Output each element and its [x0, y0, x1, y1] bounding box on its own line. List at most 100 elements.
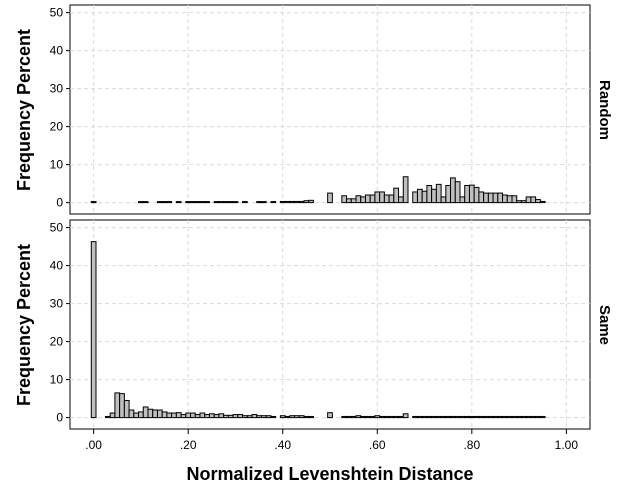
- histogram-bar: [473, 415, 480, 419]
- histogram-bar: [152, 409, 158, 419]
- y-tick-label: 20: [50, 120, 64, 134]
- x-tick-label: .40: [274, 438, 291, 452]
- histogram-bar: [393, 187, 400, 204]
- histogram-bar: [416, 188, 423, 204]
- histogram-bar: [355, 415, 362, 419]
- histogram-bar: [435, 183, 442, 204]
- histogram-bar: [208, 413, 215, 419]
- x-tick-label: .80: [463, 438, 480, 452]
- histogram-bar: [525, 415, 532, 419]
- histogram-bar: [279, 415, 286, 419]
- histogram-bar: [421, 415, 428, 419]
- y-tick-label: 40: [50, 44, 64, 58]
- panel-random: 0 10 20 30 40 50 Random: [50, 4, 613, 215]
- histogram-bar: [123, 400, 130, 419]
- histogram-bar: [459, 196, 466, 204]
- histogram-bar: [379, 415, 385, 419]
- y-tick-label: 10: [50, 373, 64, 387]
- panel-random-y-ticks: 0 10 20 30 40 50: [50, 6, 70, 210]
- histogram-bar: [426, 415, 433, 419]
- histogram-bar: [142, 201, 149, 204]
- histogram-bar: [213, 414, 220, 419]
- histogram-bar: [284, 200, 291, 204]
- histogram-bar: [232, 201, 239, 204]
- facet-label-same: Same: [596, 305, 613, 345]
- histogram-bar: [346, 198, 352, 204]
- histogram-bar: [213, 201, 220, 204]
- histogram-bar: [185, 201, 192, 204]
- histogram-bar: [161, 201, 168, 204]
- histogram-bar: [502, 415, 508, 419]
- panel-same-bars: [90, 241, 546, 419]
- x-axis-title: Normalized Levenshtein Distance: [186, 464, 473, 484]
- histogram-bar: [242, 415, 248, 419]
- histogram-bar: [199, 201, 206, 204]
- y-tick-label: 20: [50, 335, 64, 349]
- histogram-bar: [218, 413, 225, 419]
- histogram-bar: [104, 415, 111, 419]
- histogram-bar: [327, 412, 333, 419]
- histogram-bar: [402, 176, 409, 204]
- histogram-bar: [492, 192, 499, 204]
- histogram-bar: [516, 415, 522, 419]
- histogram-bar: [199, 412, 206, 419]
- histogram-bar: [492, 415, 499, 419]
- histogram-bar: [289, 200, 296, 204]
- histogram-bar: [511, 415, 518, 419]
- histogram-bar: [194, 414, 201, 419]
- histogram-bar: [487, 192, 494, 204]
- histogram-bar: [260, 415, 267, 419]
- histogram-bar: [360, 415, 366, 419]
- histogram-bar: [539, 415, 546, 419]
- histogram-bar: [279, 200, 286, 204]
- histogram-bar: [156, 409, 163, 419]
- histogram-bar: [142, 406, 149, 419]
- histogram-bar: [388, 415, 395, 419]
- histogram-bar: [119, 393, 125, 419]
- histogram-bar: [440, 196, 447, 204]
- histogram-bar: [478, 415, 485, 419]
- y-tick-label: 0: [56, 411, 63, 425]
- histogram-bar: [450, 177, 456, 204]
- histogram-bar: [511, 195, 518, 204]
- histogram-bar: [445, 415, 452, 419]
- y-tick-label: 0: [56, 196, 63, 210]
- histogram-bar: [398, 415, 404, 419]
- histogram-bar: [350, 415, 357, 419]
- histogram-bar: [242, 201, 248, 204]
- histogram-bar: [464, 415, 470, 419]
- panel-random-frame: [69, 4, 591, 215]
- histogram-bar: [303, 415, 310, 419]
- histogram-bar: [341, 415, 348, 419]
- histogram-bar: [483, 415, 489, 419]
- histogram-bar: [450, 415, 456, 419]
- x-tick-label: 1.00: [555, 438, 579, 452]
- histogram-bar: [346, 415, 352, 419]
- histogram-bar: [535, 415, 541, 419]
- histogram-bar: [383, 194, 390, 204]
- histogram-bar: [265, 415, 272, 419]
- panel-same: 0 10 20 30 40 50 Same: [50, 219, 613, 430]
- histogram-bar: [133, 412, 140, 419]
- histogram-bar: [530, 196, 537, 204]
- histogram-bar: [223, 414, 229, 419]
- x-tick-label: .00: [85, 438, 102, 452]
- histogram-bar: [175, 201, 182, 204]
- histogram-bar: [180, 414, 187, 419]
- histogram-bar: [454, 181, 461, 204]
- histogram-bar: [90, 241, 97, 419]
- histogram-bar: [256, 415, 262, 419]
- histogram-bar: [223, 201, 229, 204]
- panel-same-y-ticks: 0 10 20 30 40 50: [50, 221, 70, 425]
- histogram-bar: [90, 201, 97, 204]
- histogram-bar: [412, 415, 418, 419]
- histogram-bar: [190, 201, 196, 204]
- x-tick-label: .60: [369, 438, 386, 452]
- panel-random-bars: [90, 176, 546, 204]
- histogram-bar: [431, 188, 437, 204]
- histogram-bar: [138, 411, 144, 419]
- histogram-bar: [539, 200, 546, 204]
- histogram-bar: [109, 412, 116, 419]
- histogram-bar: [421, 190, 428, 204]
- histogram-bar: [412, 191, 418, 204]
